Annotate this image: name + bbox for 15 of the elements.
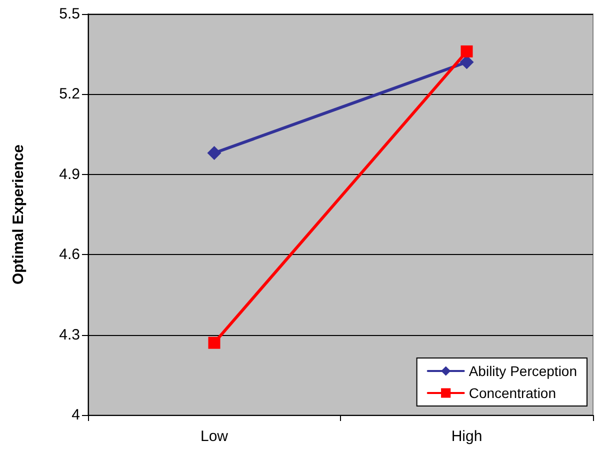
point	[460, 45, 473, 58]
y-tick-label: 4	[72, 406, 80, 424]
legend-label: Ability Perception	[468, 363, 578, 379]
y-tick-label: 4.9	[59, 166, 80, 183]
y-tick-label: 4.3	[59, 326, 80, 344]
y-tick-label: 4.6	[59, 246, 80, 264]
y-tick-label: 5.5	[59, 6, 80, 22]
y-tick-label: 5.2	[59, 86, 80, 103]
point	[207, 146, 222, 160]
point	[208, 336, 220, 349]
y-axis-title: Optimal Experience	[10, 144, 27, 285]
x-tick-label: High	[451, 428, 482, 445]
x-tick-label: Low	[200, 428, 228, 445]
point	[460, 55, 474, 70]
legend-label: Concentration	[468, 385, 556, 401]
